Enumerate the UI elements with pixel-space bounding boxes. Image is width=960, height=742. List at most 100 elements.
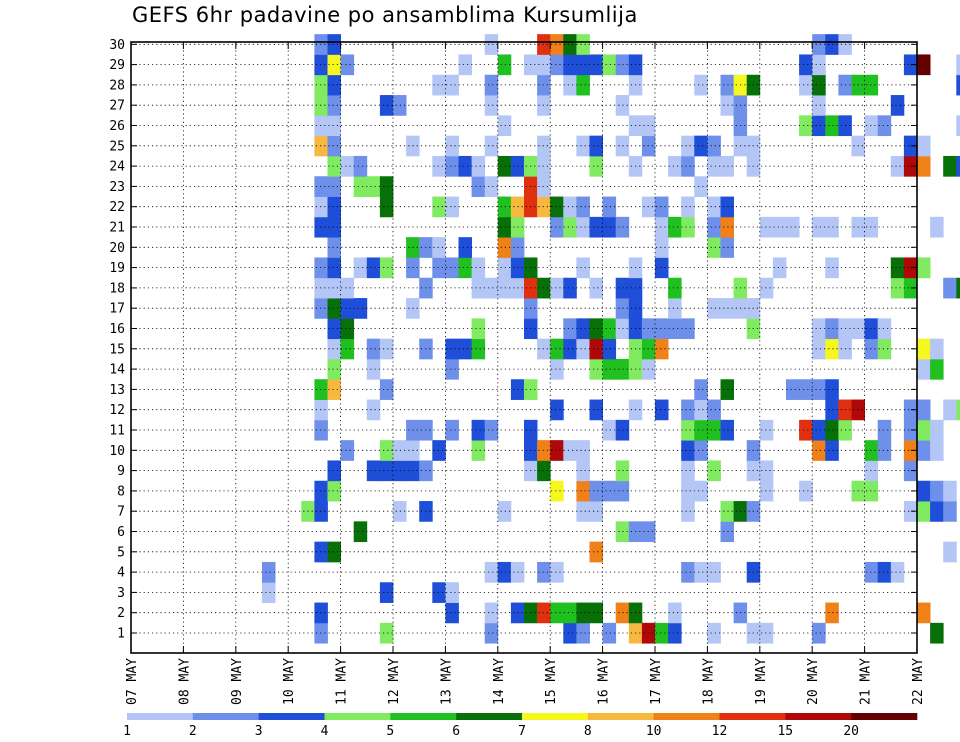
heat-cell (668, 602, 682, 624)
heat-cell (537, 54, 551, 76)
heat-cell (707, 419, 721, 441)
heat-cell (812, 440, 826, 461)
heat-cell (943, 155, 957, 177)
heat-cell (366, 338, 381, 360)
y-tick-label: 20 (109, 241, 125, 256)
legend-swatch (456, 713, 523, 720)
heat-cell (379, 582, 394, 603)
heat-cell (825, 318, 839, 340)
legend-swatch (522, 713, 589, 720)
heat-cell (917, 602, 931, 624)
y-tick-label: 17 (109, 302, 125, 317)
heat-cell (890, 257, 905, 279)
heat-cell (694, 440, 708, 461)
heat-cell (707, 399, 721, 421)
legend-label: 20 (843, 724, 859, 739)
heat-cell (589, 358, 603, 380)
heat-cell (903, 155, 918, 177)
y-tick-label: 29 (109, 58, 125, 73)
heat-cell (576, 501, 590, 522)
heat-cell (563, 196, 577, 218)
heat-cell (550, 358, 564, 380)
heat-cell (458, 257, 472, 279)
heat-cell (694, 399, 708, 421)
heat-cell (602, 54, 617, 76)
heat-cell (327, 216, 341, 238)
heat-cell (655, 622, 669, 644)
heat-cell (445, 135, 459, 157)
y-tick-label: 16 (109, 322, 125, 337)
heat-cell (563, 216, 577, 238)
heat-cell (917, 419, 931, 441)
heat-cell (353, 257, 368, 279)
heat-cell (772, 257, 787, 279)
heat-cell (484, 602, 499, 624)
heat-cell (379, 440, 394, 461)
heat-cell (799, 74, 813, 96)
heat-cell (930, 440, 944, 461)
heat-cell (563, 34, 577, 55)
heat-cell (484, 135, 499, 157)
heat-cell (812, 419, 826, 441)
heat-cell (550, 480, 564, 502)
heat-cell (458, 54, 472, 76)
heat-cell (917, 155, 931, 177)
heat-cell (930, 501, 944, 522)
x-tick-label: 16 MAY (597, 658, 612, 705)
heat-cell (497, 561, 512, 583)
heat-cell (366, 460, 381, 482)
heat-cell (576, 216, 590, 238)
chart-title: GEFS 6hr padavine po ansamblima Kursumli… (132, 3, 638, 27)
heat-cell (930, 622, 944, 644)
heat-cell (589, 541, 603, 563)
heat-cell (877, 115, 892, 137)
heat-cell (458, 338, 472, 360)
heat-cell (786, 216, 800, 238)
heat-cell (917, 501, 931, 522)
legend-swatch (390, 713, 457, 720)
x-tick-label: 17 MAY (649, 658, 664, 705)
heat-cell (327, 95, 341, 116)
heat-cell (563, 277, 577, 299)
heat-cell (393, 460, 407, 482)
heat-cell (550, 440, 564, 461)
heat-cell (903, 277, 918, 299)
legend-label: 7 (518, 724, 526, 739)
x-tick-label: 15 MAY (544, 658, 559, 705)
heat-cell (759, 460, 774, 482)
heat-cell (799, 379, 813, 400)
heat-cell (537, 196, 551, 218)
heat-cell (877, 419, 892, 441)
heat-cell (602, 196, 617, 218)
heat-cell (327, 115, 341, 137)
x-tick-label: 22 MAY (911, 658, 926, 705)
heat-cell (550, 34, 564, 55)
heat-cell (681, 399, 695, 421)
heat-cell (327, 277, 341, 299)
heat-cell (707, 460, 721, 482)
heat-cell (707, 155, 721, 177)
heat-cell (694, 176, 708, 197)
heat-cell (327, 196, 341, 218)
heat-cell (262, 582, 276, 603)
legend-swatch (653, 713, 720, 720)
heat-cell (537, 155, 551, 177)
heat-cell (537, 338, 551, 360)
y-tick-label: 10 (109, 444, 125, 459)
heat-cell (930, 338, 944, 360)
heat-cell (903, 135, 918, 157)
heat-cell (655, 257, 669, 279)
heat-cell (681, 135, 695, 157)
heat-cell (445, 582, 459, 603)
heat-cell (484, 622, 499, 644)
legend-label: 15 (777, 724, 793, 739)
heat-cell (327, 379, 341, 400)
heat-cell (327, 34, 341, 55)
heat-cell (812, 622, 826, 644)
heat-cell (497, 155, 512, 177)
heat-cell (576, 460, 590, 482)
heat-cell (825, 419, 839, 441)
heat-cell (497, 277, 512, 299)
heat-cell (589, 216, 603, 238)
